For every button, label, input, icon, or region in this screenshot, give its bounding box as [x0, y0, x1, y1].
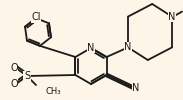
- Text: O: O: [10, 63, 18, 73]
- Text: Cl: Cl: [31, 12, 41, 22]
- Text: N: N: [132, 83, 140, 93]
- Text: O: O: [10, 79, 18, 89]
- Text: CH₃: CH₃: [46, 86, 61, 96]
- Text: N: N: [87, 43, 95, 53]
- Text: N: N: [168, 12, 176, 22]
- Text: N: N: [124, 42, 132, 52]
- Text: S: S: [24, 71, 30, 81]
